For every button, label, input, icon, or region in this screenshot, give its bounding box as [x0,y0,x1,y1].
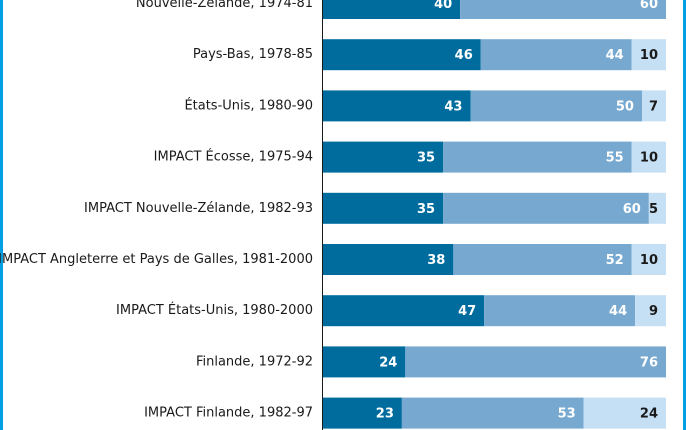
category-label: États-Unis, 1980-90 [184,97,313,113]
category-label: Finlande, 1972-92 [196,354,313,369]
data-label: 50 [616,99,634,114]
category-label: Nouvelle-Zélande, 1974-81 [136,0,313,11]
frame-left-border [0,0,3,430]
data-label: 55 [606,151,624,166]
data-label: 35 [417,151,435,166]
data-label: 43 [444,99,462,114]
data-label: 52 [606,253,624,268]
data-label: 35 [417,202,435,217]
data-label: 10 [640,151,658,166]
bar-segment [323,0,461,19]
bar-segment [323,397,402,429]
data-label: 76 [640,355,658,370]
data-label: 40 [434,0,452,12]
data-label: 60 [623,202,641,217]
bar-segment [648,192,666,224]
bar-segment [405,346,666,378]
bar-segment [323,141,444,173]
category-label: IMPACT Nouvelle-Zélande, 1982-93 [84,201,313,216]
bar-segment [323,295,485,327]
data-label: 38 [427,253,445,268]
data-label: 24 [379,355,397,370]
bar-segment [323,244,454,275]
data-label: 47 [458,304,476,319]
bar-segment [631,39,666,71]
bars-layer: Nouvelle-Zélande, 1974-81 40 60 Pays-Bas, 1… [0,0,666,429]
bar-segment [443,192,649,224]
category-label: IMPACT Écosse, 1975-94 [154,149,313,165]
data-label: 9 [649,304,658,319]
bar-segment [480,39,632,71]
bar-segment [641,90,666,122]
data-label: 46 [455,48,473,63]
bar-segment [631,244,666,275]
data-label: 44 [609,304,627,319]
data-label: 53 [558,407,576,422]
data-label: 24 [640,407,658,422]
bar-segment [453,244,632,275]
bar-segment [323,192,444,224]
bar-segment [484,295,636,327]
bar-segment [583,397,666,429]
bar-segment [443,141,632,173]
data-label: 7 [649,99,658,114]
bar-segment [631,141,666,173]
category-label: IMPACT Angleterre et Pays de Galles, 198… [0,252,313,267]
bar-segment [470,90,642,122]
data-label: 23 [376,407,394,422]
category-label: IMPACT Finlande, 1982-97 [144,406,313,421]
bar-segment [460,0,666,19]
data-label: 10 [640,48,658,63]
data-label: 44 [606,48,624,63]
frame-right-border [683,0,686,430]
data-label: 60 [640,0,658,12]
bar-segment [401,397,584,429]
bar-segment [323,346,406,378]
bar-segment [323,90,471,122]
category-label: IMPACT États-Unis, 1980-2000 [116,302,313,318]
data-label: 5 [649,202,658,217]
bar-segment [635,295,666,327]
bar-segment [323,39,481,71]
data-label: 10 [640,253,658,268]
category-label: Pays-Bas, 1978-85 [193,47,313,62]
